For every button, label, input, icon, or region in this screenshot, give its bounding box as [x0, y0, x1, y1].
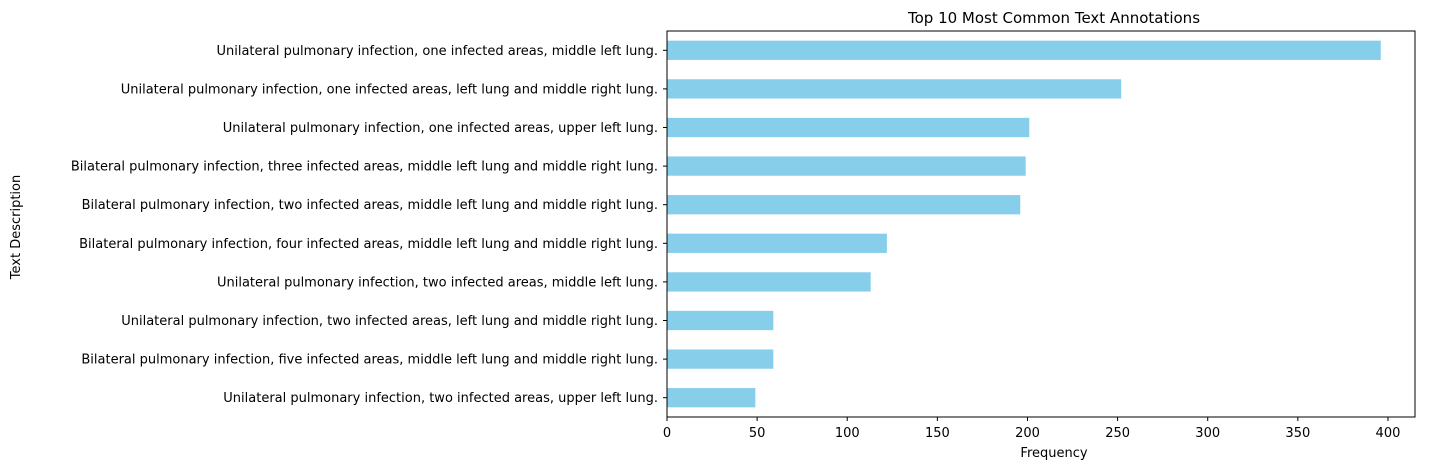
y-tick-label: Unilateral pulmonary infection, one infe… [121, 82, 658, 97]
x-tick-label: 150 [925, 426, 950, 441]
bar [667, 310, 774, 331]
bar [667, 195, 1021, 215]
x-tick-label: 100 [835, 426, 860, 441]
y-tick-label: Unilateral pulmonary infection, two infe… [121, 314, 658, 329]
bar [667, 272, 871, 292]
y-axis-label: Text Description [9, 175, 24, 280]
y-tick-label: Unilateral pulmonary infection, two infe… [217, 275, 658, 290]
bar [667, 156, 1026, 176]
x-tick-label: 400 [1376, 426, 1401, 441]
y-tick-label: Bilateral pulmonary infection, four infe… [79, 237, 658, 252]
plot-frame [666, 30, 1416, 418]
y-tick-label: Unilateral pulmonary infection, two infe… [223, 391, 658, 406]
x-axis-label: Frequency [1020, 446, 1087, 461]
bar [667, 388, 756, 408]
y-tick-label: Unilateral pulmonary infection, one infe… [216, 44, 658, 59]
y-tick-label: Bilateral pulmonary infection, two infec… [82, 198, 658, 213]
bar [667, 349, 774, 369]
chart-title: Top 10 Most Common Text Annotations [907, 9, 1200, 27]
x-tick-label: 0 [663, 426, 671, 441]
y-axis-ticks: Unilateral pulmonary infection, one infe… [71, 44, 667, 406]
bar [667, 79, 1122, 99]
x-axis-ticks: 0 50 100 150 200 250 300 350 400 [663, 417, 1401, 441]
x-tick-label: 300 [1195, 426, 1220, 441]
x-tick-label: 250 [1105, 426, 1130, 441]
bar [667, 40, 1381, 60]
bar [667, 117, 1030, 138]
y-tick-label: Bilateral pulmonary infection, five infe… [81, 353, 658, 368]
y-tick-label: Bilateral pulmonary infection, three inf… [71, 160, 658, 175]
x-tick-label: 350 [1285, 426, 1310, 441]
bar [667, 233, 887, 253]
x-tick-label: 50 [749, 426, 766, 441]
x-tick-label: 200 [1015, 426, 1040, 441]
bars-group [667, 40, 1381, 408]
y-tick-label: Unilateral pulmonary infection, one infe… [223, 121, 658, 136]
